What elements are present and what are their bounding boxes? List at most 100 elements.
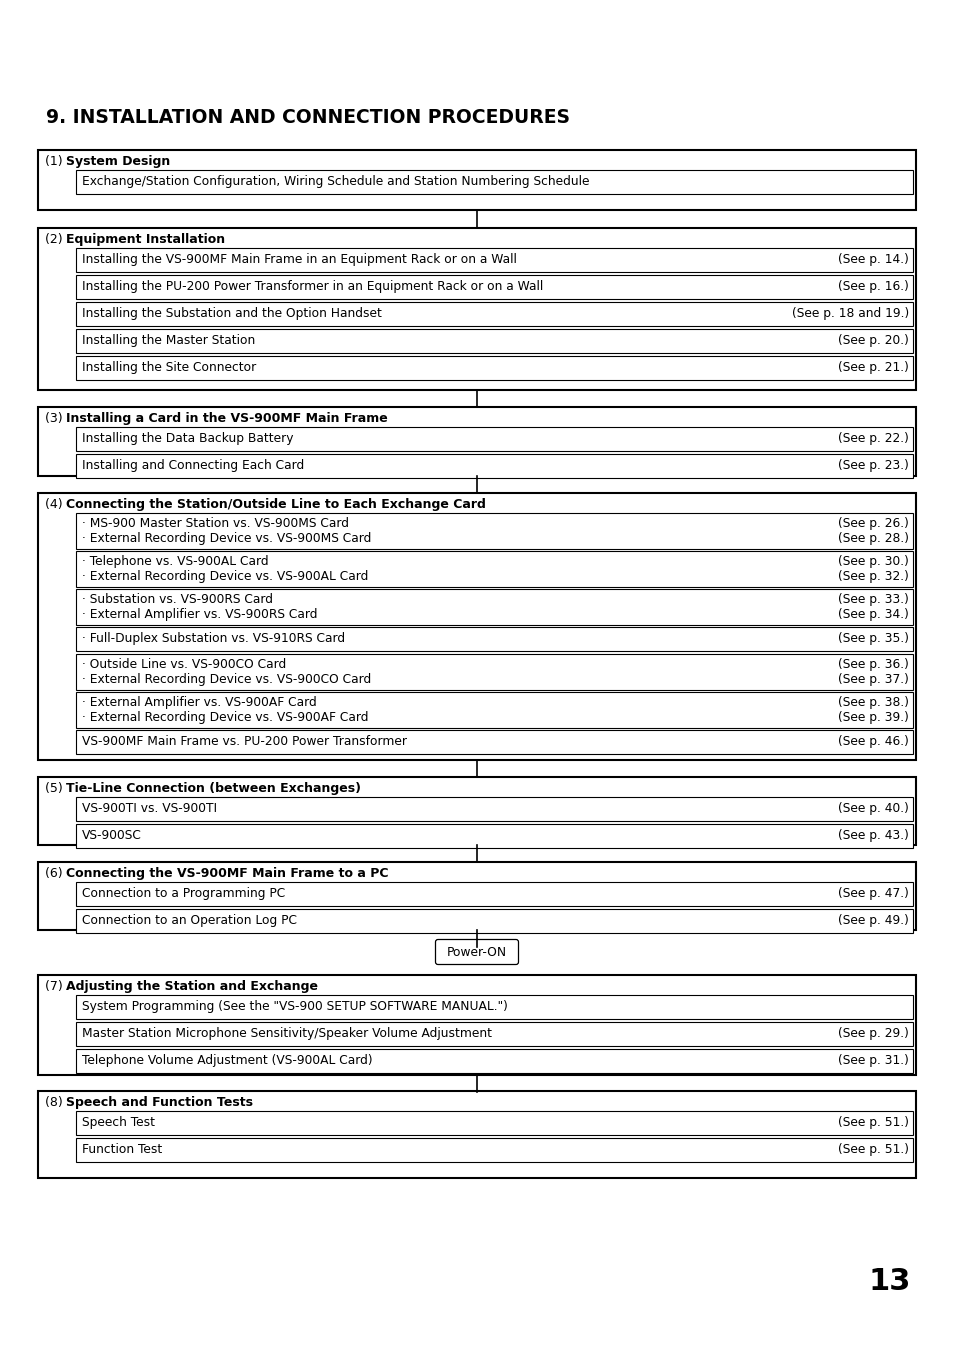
Text: · External Recording Device vs. VS-900MS Card: · External Recording Device vs. VS-900MS… bbox=[82, 532, 371, 544]
Bar bbox=[76, 330, 912, 353]
Bar bbox=[76, 427, 912, 451]
Text: Speech and Function Tests: Speech and Function Tests bbox=[66, 1096, 253, 1109]
Text: (See p. 20.): (See p. 20.) bbox=[838, 334, 908, 347]
Text: (See p. 21.): (See p. 21.) bbox=[838, 361, 908, 374]
Text: (See p. 40.): (See p. 40.) bbox=[838, 802, 908, 815]
Bar bbox=[76, 1048, 912, 1073]
Text: (6): (6) bbox=[45, 867, 67, 880]
Text: Installing the Master Station: Installing the Master Station bbox=[82, 334, 255, 347]
Bar bbox=[76, 303, 912, 326]
Text: Installing the Site Connector: Installing the Site Connector bbox=[82, 361, 256, 374]
Text: (See p. 39.): (See p. 39.) bbox=[838, 711, 908, 724]
Bar bbox=[76, 654, 912, 690]
Text: 13: 13 bbox=[868, 1267, 910, 1296]
Text: Telephone Volume Adjustment (VS-900AL Card): Telephone Volume Adjustment (VS-900AL Ca… bbox=[82, 1054, 373, 1067]
Text: (See p. 34.): (See p. 34.) bbox=[838, 608, 908, 621]
Bar bbox=[76, 692, 912, 728]
Bar bbox=[38, 150, 915, 209]
Text: Exchange/Station Configuration, Wiring Schedule and Station Numbering Schedule: Exchange/Station Configuration, Wiring S… bbox=[82, 176, 589, 188]
Bar bbox=[76, 909, 912, 934]
Bar bbox=[38, 407, 915, 476]
Bar bbox=[76, 730, 912, 754]
Text: (5): (5) bbox=[45, 782, 67, 794]
Text: Master Station Microphone Sensitivity/Speaker Volume Adjustment: Master Station Microphone Sensitivity/Sp… bbox=[82, 1027, 492, 1040]
Text: Connection to an Operation Log PC: Connection to an Operation Log PC bbox=[82, 915, 296, 927]
Text: (See p. 23.): (See p. 23.) bbox=[838, 459, 908, 471]
Text: · Substation vs. VS-900RS Card: · Substation vs. VS-900RS Card bbox=[82, 593, 273, 607]
Text: (4): (4) bbox=[45, 499, 67, 511]
Text: (See p. 32.): (See p. 32.) bbox=[838, 570, 908, 584]
Text: · External Recording Device vs. VS-900AL Card: · External Recording Device vs. VS-900AL… bbox=[82, 570, 368, 584]
Text: (See p. 22.): (See p. 22.) bbox=[838, 432, 908, 444]
Text: · Telephone vs. VS-900AL Card: · Telephone vs. VS-900AL Card bbox=[82, 555, 269, 567]
Bar bbox=[76, 824, 912, 848]
Text: (See p. 36.): (See p. 36.) bbox=[838, 658, 908, 671]
FancyBboxPatch shape bbox=[435, 939, 518, 965]
Bar bbox=[76, 357, 912, 380]
Text: · External Amplifier vs. VS-900RS Card: · External Amplifier vs. VS-900RS Card bbox=[82, 608, 317, 621]
Bar bbox=[76, 797, 912, 821]
Bar bbox=[76, 1111, 912, 1135]
Text: (See p. 35.): (See p. 35.) bbox=[837, 632, 908, 644]
Text: (1): (1) bbox=[45, 155, 67, 168]
Text: (See p. 37.): (See p. 37.) bbox=[838, 673, 908, 686]
Text: (See p. 49.): (See p. 49.) bbox=[838, 915, 908, 927]
Text: VS-900SC: VS-900SC bbox=[82, 830, 142, 842]
Text: Installing the Data Backup Battery: Installing the Data Backup Battery bbox=[82, 432, 294, 444]
Text: (See p. 28.): (See p. 28.) bbox=[837, 532, 908, 544]
Bar bbox=[38, 862, 915, 929]
Text: Installing a Card in the VS-900MF Main Frame: Installing a Card in the VS-900MF Main F… bbox=[66, 412, 387, 426]
Text: Installing and Connecting Each Card: Installing and Connecting Each Card bbox=[82, 459, 304, 471]
Text: Speech Test: Speech Test bbox=[82, 1116, 154, 1129]
Text: System Design: System Design bbox=[66, 155, 170, 168]
Bar bbox=[38, 1092, 915, 1178]
Bar bbox=[38, 493, 915, 761]
Bar bbox=[76, 882, 912, 907]
Bar bbox=[76, 170, 912, 195]
Text: (See p. 18 and 19.): (See p. 18 and 19.) bbox=[791, 307, 908, 320]
Text: (See p. 43.): (See p. 43.) bbox=[838, 830, 908, 842]
Text: 9. INSTALLATION AND CONNECTION PROCEDURES: 9. INSTALLATION AND CONNECTION PROCEDURE… bbox=[46, 108, 569, 127]
Text: Function Test: Function Test bbox=[82, 1143, 162, 1156]
Text: Tie-Line Connection (between Exchanges): Tie-Line Connection (between Exchanges) bbox=[66, 782, 360, 794]
Text: · Outside Line vs. VS-900CO Card: · Outside Line vs. VS-900CO Card bbox=[82, 658, 286, 671]
Text: (3): (3) bbox=[45, 412, 67, 426]
Bar bbox=[76, 994, 912, 1019]
Bar bbox=[76, 1138, 912, 1162]
Text: Installing the VS-900MF Main Frame in an Equipment Rack or on a Wall: Installing the VS-900MF Main Frame in an… bbox=[82, 253, 517, 266]
Text: Adjusting the Station and Exchange: Adjusting the Station and Exchange bbox=[66, 979, 317, 993]
Text: (See p. 46.): (See p. 46.) bbox=[838, 735, 908, 748]
Text: Installing the PU-200 Power Transformer in an Equipment Rack or on a Wall: Installing the PU-200 Power Transformer … bbox=[82, 280, 542, 293]
Text: Equipment Installation: Equipment Installation bbox=[66, 232, 225, 246]
Text: (See p. 33.): (See p. 33.) bbox=[838, 593, 908, 607]
Text: (7): (7) bbox=[45, 979, 67, 993]
Text: · External Recording Device vs. VS-900CO Card: · External Recording Device vs. VS-900CO… bbox=[82, 673, 371, 686]
Bar bbox=[76, 589, 912, 626]
Bar bbox=[38, 975, 915, 1075]
Bar bbox=[76, 249, 912, 272]
Text: (See p. 47.): (See p. 47.) bbox=[838, 888, 908, 900]
Text: (See p. 16.): (See p. 16.) bbox=[838, 280, 908, 293]
Text: Connecting the Station/Outside Line to Each Exchange Card: Connecting the Station/Outside Line to E… bbox=[66, 499, 485, 511]
Bar bbox=[76, 1021, 912, 1046]
Text: Power-ON: Power-ON bbox=[446, 946, 507, 958]
Text: (See p. 31.): (See p. 31.) bbox=[838, 1054, 908, 1067]
Text: (2): (2) bbox=[45, 232, 67, 246]
Text: Installing the Substation and the Option Handset: Installing the Substation and the Option… bbox=[82, 307, 381, 320]
Text: (See p. 38.): (See p. 38.) bbox=[837, 696, 908, 709]
Bar bbox=[76, 276, 912, 299]
Text: VS-900TI vs. VS-900TI: VS-900TI vs. VS-900TI bbox=[82, 802, 217, 815]
Text: Connecting the VS-900MF Main Frame to a PC: Connecting the VS-900MF Main Frame to a … bbox=[66, 867, 388, 880]
Text: (See p. 51.): (See p. 51.) bbox=[837, 1116, 908, 1129]
Text: (8): (8) bbox=[45, 1096, 67, 1109]
Text: VS-900MF Main Frame vs. PU-200 Power Transformer: VS-900MF Main Frame vs. PU-200 Power Tra… bbox=[82, 735, 407, 748]
Bar bbox=[76, 627, 912, 651]
Bar bbox=[76, 513, 912, 549]
Text: (See p. 29.): (See p. 29.) bbox=[838, 1027, 908, 1040]
Bar bbox=[38, 228, 915, 390]
Bar bbox=[38, 777, 915, 844]
Text: System Programming (See the "VS-900 SETUP SOFTWARE MANUAL."): System Programming (See the "VS-900 SETU… bbox=[82, 1000, 507, 1013]
Text: · External Recording Device vs. VS-900AF Card: · External Recording Device vs. VS-900AF… bbox=[82, 711, 368, 724]
Text: (See p. 30.): (See p. 30.) bbox=[838, 555, 908, 567]
Text: (See p. 26.): (See p. 26.) bbox=[838, 517, 908, 530]
